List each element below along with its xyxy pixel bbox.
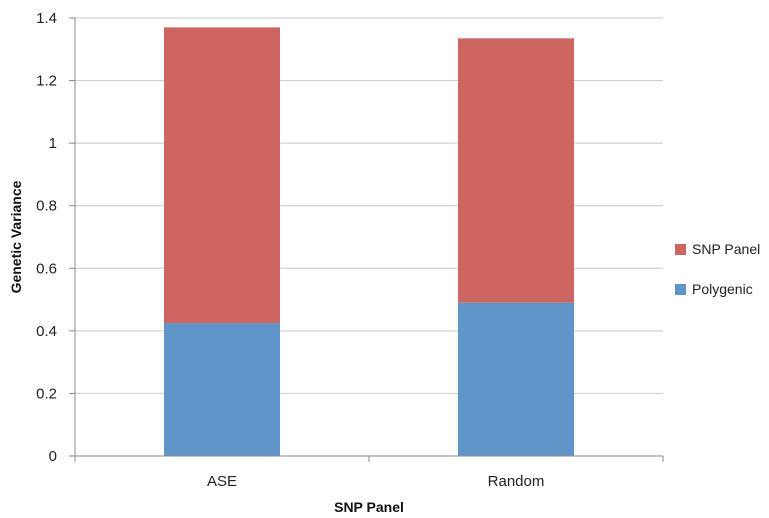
- y-tick-label: 0.2: [36, 385, 57, 402]
- bar-polygenic-random: [458, 302, 574, 456]
- axes: [74, 18, 663, 457]
- y-tick-label: 1.4: [36, 10, 57, 27]
- bar-snp-panel-random: [458, 38, 574, 303]
- x-tick-labels: ASE Random: [74, 456, 664, 490]
- bar-snp-panel-ase: [164, 27, 280, 324]
- y-tick-label: 0.4: [36, 323, 57, 340]
- legend-swatch: [675, 284, 686, 295]
- y-tick-label: 0: [49, 448, 57, 465]
- x-tick-label: ASE: [207, 473, 237, 490]
- y-tick-label: 0.6: [36, 260, 57, 277]
- y-tick-label: 0.8: [36, 198, 57, 215]
- y-tick-labels: 0 0.2 0.4 0.6 0.8 1 1.2 1.4: [36, 10, 75, 465]
- x-axis-title: SNP Panel: [334, 499, 404, 515]
- legend-label: SNP Panel: [692, 241, 760, 257]
- bar-polygenic-ase: [164, 323, 280, 456]
- legend: SNP Panel Polygenic: [675, 241, 760, 297]
- legend-swatch: [675, 244, 686, 255]
- y-tick-label: 1.2: [36, 73, 57, 90]
- x-tick-label: Random: [488, 473, 545, 490]
- legend-label: Polygenic: [692, 281, 753, 297]
- y-axis-title: Genetic Variance: [8, 180, 24, 293]
- gridlines: [75, 17, 663, 394]
- y-tick-label: 1: [49, 135, 57, 152]
- bars: [164, 27, 574, 456]
